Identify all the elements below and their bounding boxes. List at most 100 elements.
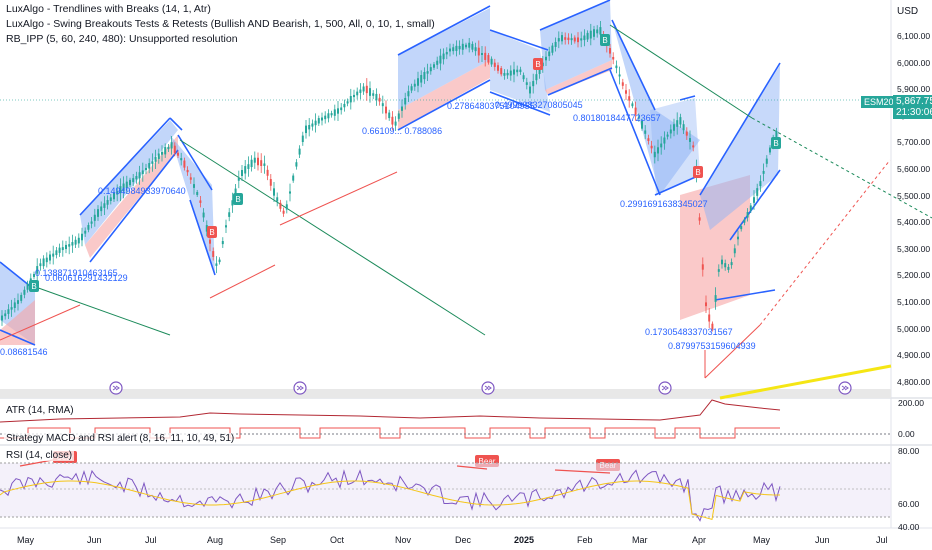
candle [621, 78, 624, 90]
candle [506, 69, 509, 79]
candle [269, 174, 272, 191]
price-axis-label: 5,100.00 [897, 297, 931, 307]
candle [404, 92, 407, 110]
candle [647, 134, 650, 145]
time-axis-label: Apr [692, 535, 707, 545]
event-markers[interactable] [109, 381, 852, 395]
price-axis-label: 5,900.00 [897, 84, 931, 95]
candle [727, 264, 730, 273]
channel-annotation: 0.1494984933970640 [98, 186, 186, 196]
macd-wave [0, 427, 780, 439]
candle [173, 142, 176, 157]
candle [596, 25, 599, 38]
candle [212, 247, 215, 261]
candle [749, 202, 752, 214]
candle [183, 157, 186, 171]
candle [586, 30, 589, 42]
candle [532, 73, 535, 94]
candle [634, 101, 637, 121]
channel-annotation: 0.1730548337031567 [645, 327, 733, 337]
candle [231, 192, 234, 213]
candle [663, 131, 666, 150]
candle [452, 43, 455, 55]
candle [39, 258, 42, 271]
macd-label[interactable]: Strategy MACD and RSI alert (8, 16, 11, … [4, 433, 237, 444]
time-axis-label: Dec [455, 535, 472, 545]
event-marker-icon[interactable] [109, 381, 123, 395]
candle [746, 208, 749, 222]
candle [356, 87, 359, 100]
atr-label[interactable]: ATR (14, RMA) [4, 405, 76, 416]
candle [385, 100, 387, 120]
price-candles [1, 20, 778, 332]
event-marker-icon[interactable] [481, 381, 495, 395]
candle [413, 79, 416, 91]
price-axis-label: 5,700.00 [897, 137, 931, 148]
candle [177, 150, 179, 158]
candle [650, 140, 653, 154]
candle [657, 139, 659, 162]
candle [279, 199, 282, 212]
candle [221, 237, 224, 248]
legend-trendlines[interactable]: LuxAlgo - Trendlines with Breaks (14, 1,… [6, 3, 211, 15]
candle [353, 89, 355, 103]
candle [685, 127, 688, 140]
candle [410, 83, 413, 94]
candle [653, 145, 656, 164]
candle [42, 255, 45, 270]
candle [129, 177, 131, 188]
candle [529, 81, 531, 99]
candle [397, 110, 400, 122]
legend-rb-ipp[interactable]: RB_IPP (5, 60, 240, 480): Unsupported re… [6, 33, 238, 45]
candle [52, 245, 55, 265]
candle [93, 208, 96, 227]
candle [625, 83, 627, 101]
candle [321, 112, 323, 126]
badge-label: B [535, 60, 540, 69]
candle [71, 234, 74, 253]
candle [327, 109, 330, 123]
candle [282, 207, 285, 217]
countdown-tag: 21:30:06 [893, 106, 932, 119]
candle [97, 205, 99, 221]
rsi-bear-text: Bear [479, 457, 496, 466]
indicator-axis-label: 80.00 [898, 446, 920, 456]
candle [756, 183, 759, 201]
candle [257, 152, 259, 171]
candle [109, 193, 112, 205]
event-marker-icon[interactable] [658, 381, 672, 395]
candle [253, 151, 256, 169]
trendlines [0, 24, 932, 400]
candle [426, 63, 429, 81]
candle [122, 176, 125, 199]
candle [81, 227, 83, 247]
candle [132, 173, 135, 187]
price-axis-label: 5,200.00 [897, 270, 931, 281]
event-marker-icon[interactable] [838, 381, 852, 395]
bull-signal-badge: B [29, 280, 39, 292]
price-axis-label: 5,000.00 [897, 323, 931, 334]
candle [266, 165, 269, 181]
candle [388, 109, 391, 121]
rsi-label[interactable]: RSI (14, close) [4, 450, 75, 461]
candle [116, 184, 119, 202]
candle [4, 309, 7, 320]
candle [74, 236, 77, 249]
candle [724, 259, 727, 271]
event-marker-icon[interactable] [293, 381, 307, 395]
candle [77, 233, 80, 248]
candle [317, 115, 320, 127]
candle [106, 195, 109, 210]
price-axis-label: 4,800.00 [897, 376, 931, 387]
candle [61, 240, 64, 257]
candle [298, 145, 301, 158]
candle [13, 297, 16, 313]
candle [68, 236, 71, 255]
legend-swing-breakouts[interactable]: LuxAlgo - Swing Breakouts Tests & Retest… [6, 18, 435, 30]
candle [525, 77, 528, 90]
candle [247, 156, 250, 177]
candle [301, 131, 304, 146]
bear-signal-badge: B [693, 166, 703, 178]
currency-label[interactable]: USD [897, 6, 919, 17]
